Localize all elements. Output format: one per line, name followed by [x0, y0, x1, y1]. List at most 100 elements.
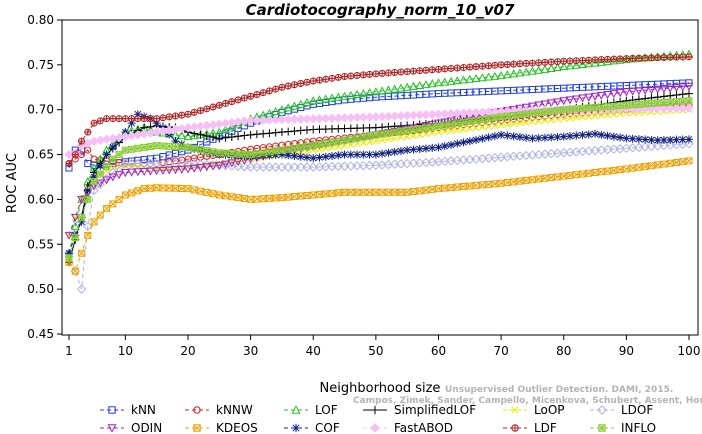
data-point	[553, 98, 562, 107]
data-point	[434, 143, 443, 152]
data-point	[328, 189, 336, 197]
data-point	[297, 143, 305, 151]
data-point	[222, 149, 230, 157]
data-point	[115, 195, 123, 203]
data-point	[402, 82, 412, 91]
x-tick-label: 20	[180, 344, 195, 358]
data-point	[409, 67, 417, 75]
data-point	[504, 120, 511, 128]
data-point	[460, 64, 468, 71]
data-point	[265, 87, 273, 95]
data-point	[491, 180, 499, 188]
chart-title: Cardiotocography_norm_10_v07	[246, 1, 515, 19]
data-point	[90, 173, 99, 181]
data-point	[183, 132, 193, 141]
data-point	[415, 80, 425, 89]
data-point	[565, 61, 575, 70]
data-point	[685, 97, 693, 105]
data-point	[184, 110, 192, 118]
data-point	[227, 159, 237, 168]
y-axis-label: ROC AUC	[5, 153, 20, 213]
data-point	[284, 151, 293, 160]
data-point	[209, 148, 217, 156]
data-point	[189, 131, 199, 140]
data-point	[259, 149, 267, 157]
data-point	[340, 91, 349, 100]
data-point	[427, 79, 437, 88]
data-point	[604, 55, 612, 63]
data-point	[528, 59, 536, 67]
data-point	[308, 113, 318, 124]
data-point	[84, 195, 92, 203]
data-point	[77, 217, 86, 226]
data-point	[496, 71, 506, 80]
data-point	[647, 86, 656, 95]
data-point	[421, 80, 431, 89]
legend-label: KDEOS	[216, 421, 258, 434]
data-point	[679, 97, 687, 105]
data-point	[629, 54, 637, 62]
data-point	[528, 109, 536, 117]
data-point	[603, 90, 612, 100]
data-point	[259, 129, 268, 138]
data-point	[478, 134, 487, 143]
data-point	[197, 107, 205, 115]
data-point	[108, 406, 116, 414]
data-point	[378, 69, 386, 77]
x-tick-label: 30	[243, 344, 258, 358]
data-point	[353, 140, 361, 148]
series-line	[68, 100, 690, 258]
data-point	[659, 103, 669, 113]
data-point	[372, 70, 380, 78]
data-point	[115, 163, 123, 171]
data-point	[459, 75, 468, 84]
data-point	[428, 129, 436, 137]
data-point	[70, 221, 80, 230]
data-point	[283, 114, 293, 125]
data-point	[171, 137, 180, 146]
legend-item-odin: ODIN	[100, 421, 162, 434]
data-point	[65, 254, 73, 262]
data-point	[485, 62, 493, 70]
legend-item-lof: LOF	[284, 403, 338, 417]
data-point	[578, 94, 587, 103]
data-point	[516, 177, 524, 185]
data-point	[477, 73, 487, 82]
data-point	[265, 148, 273, 156]
data-point	[465, 137, 474, 146]
data-point	[170, 158, 181, 169]
data-point	[290, 101, 299, 110]
data-point	[171, 112, 179, 120]
data-point	[277, 162, 287, 172]
data-point	[228, 98, 236, 106]
data-point	[665, 103, 675, 113]
data-point	[441, 128, 449, 135]
data-point	[133, 110, 142, 119]
data-point	[678, 90, 687, 99]
data-point	[314, 162, 325, 172]
data-point	[466, 182, 474, 190]
data-point	[547, 133, 556, 142]
data-point	[591, 56, 599, 64]
data-point	[403, 188, 411, 196]
data-point	[511, 406, 519, 414]
data-point	[509, 132, 518, 141]
data-point	[422, 124, 430, 132]
data-point	[678, 103, 688, 113]
data-point	[65, 231, 73, 239]
data-point	[321, 152, 330, 161]
data-point	[270, 115, 281, 125]
data-point	[559, 62, 569, 71]
data-point	[391, 69, 399, 76]
data-point	[227, 161, 237, 171]
data-point	[240, 131, 249, 140]
data-point	[278, 146, 286, 154]
data-point	[370, 423, 380, 433]
data-point	[258, 162, 268, 172]
data-point	[465, 74, 475, 83]
data-point	[497, 121, 505, 129]
data-point	[678, 135, 687, 144]
data-point	[540, 100, 550, 109]
data-point	[510, 60, 518, 68]
data-point	[609, 90, 619, 99]
